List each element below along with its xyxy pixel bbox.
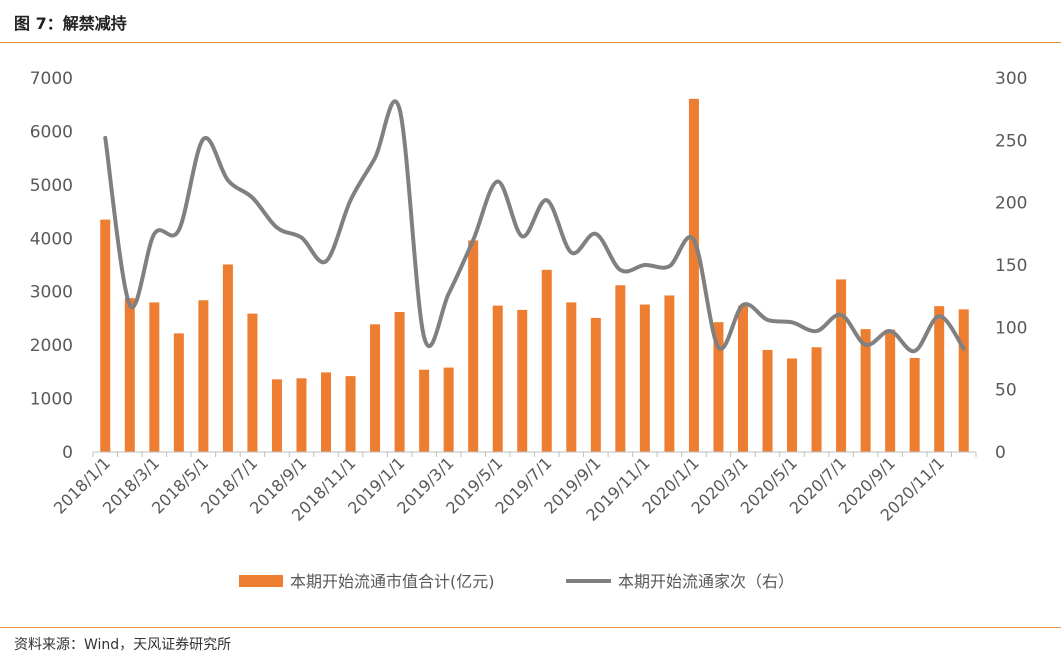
y-left-tick-label: 6000 — [30, 122, 73, 142]
figure-title: 图 7：解禁减持 — [14, 14, 127, 33]
bar — [590, 317, 601, 452]
y-left-tick-label: 1000 — [30, 390, 73, 410]
y-right-tick-label: 300 — [995, 69, 1027, 89]
y-right-tick-label: 250 — [995, 131, 1027, 151]
title-divider — [0, 42, 1061, 43]
bar — [419, 369, 430, 452]
bar — [345, 376, 356, 452]
bar — [934, 306, 945, 452]
legend-label-bars: 本期开始流通市值合计(亿元) — [290, 572, 495, 591]
bar — [639, 304, 650, 452]
y-left-tick-label: 4000 — [30, 229, 73, 249]
bar — [370, 324, 381, 452]
bar — [468, 240, 479, 452]
y-right-tick-label: 50 — [995, 381, 1017, 401]
y-left-tick-label: 5000 — [30, 176, 73, 196]
bar — [198, 300, 209, 452]
bar — [296, 378, 307, 452]
bar — [713, 322, 724, 452]
legend-label-line: 本期开始流通家次（右） — [618, 572, 794, 591]
bar — [688, 98, 699, 452]
bar — [860, 329, 871, 452]
y-left-tick-label: 0 — [62, 443, 73, 463]
series-line — [103, 99, 966, 354]
bar — [541, 269, 552, 452]
legend-swatch-bars — [239, 575, 283, 587]
bar — [909, 357, 920, 452]
y-right-tick-label: 100 — [995, 318, 1027, 338]
y-left-tick-label: 7000 — [30, 69, 73, 89]
y-right-tick-label: 150 — [995, 256, 1027, 276]
bar — [664, 295, 675, 452]
bar — [517, 309, 528, 452]
bar — [787, 358, 798, 452]
bar — [394, 312, 405, 452]
bar — [615, 285, 626, 452]
bar — [737, 305, 748, 452]
bar — [247, 313, 258, 452]
y-left-tick-label: 2000 — [30, 336, 73, 356]
bar — [222, 264, 233, 452]
source-divider — [0, 627, 1061, 628]
bar — [958, 309, 969, 452]
bar — [124, 298, 135, 452]
bar — [885, 329, 896, 452]
source-note: 资料来源：Wind，天风证券研究所 — [14, 637, 232, 653]
y-right-tick-label: 200 — [995, 194, 1027, 214]
bar — [443, 367, 454, 452]
bar — [566, 302, 577, 452]
bar — [492, 305, 503, 452]
bar — [836, 279, 847, 452]
bar — [173, 333, 184, 452]
bar — [762, 349, 773, 452]
combo-chart: 0 1000 2000 3000 4000 5000 6000 7000 0 50 100 150 20… — [30, 69, 1028, 591]
y-left-tick-label: 3000 — [30, 283, 73, 303]
bar — [100, 219, 111, 452]
y-right-tick-label: 0 — [995, 443, 1006, 463]
bar — [149, 302, 160, 452]
bar — [811, 347, 822, 452]
bar — [321, 372, 332, 452]
bar — [271, 379, 282, 452]
